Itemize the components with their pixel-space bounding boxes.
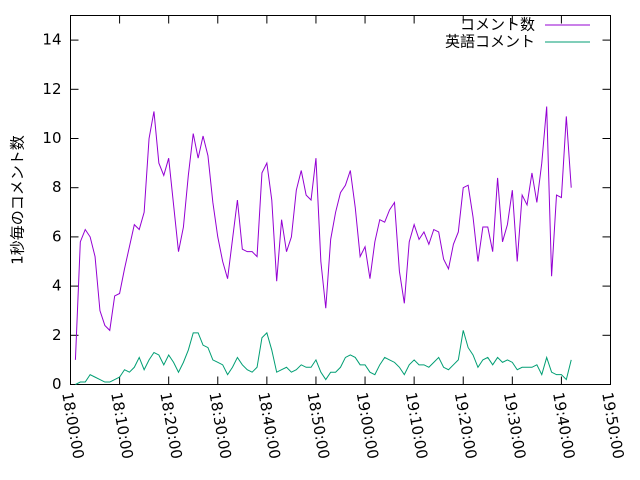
- x-tick-label: 19:20:00: [451, 391, 480, 460]
- y-tick-label: 2: [52, 326, 62, 344]
- x-tick-label: 18:40:00: [254, 391, 283, 460]
- x-tick-label: 19:00:00: [353, 391, 382, 460]
- legend-label: 英語コメント: [445, 33, 535, 51]
- x-tick-label: 18:20:00: [156, 391, 185, 460]
- y-axis-label: 1秒毎のコメント数: [9, 135, 27, 265]
- y-tick-label: 6: [52, 227, 62, 245]
- x-tick-label: 19:10:00: [402, 391, 431, 460]
- series-line: [75, 330, 572, 385]
- legend-label: コメント数: [460, 16, 535, 34]
- y-tick-label: 0: [52, 375, 62, 393]
- x-tick-label: 19:30:00: [500, 391, 529, 460]
- series-line: [74, 106, 572, 360]
- plot-border: [70, 15, 611, 385]
- y-tick-label: 8: [52, 178, 62, 196]
- y-tick-label: 12: [42, 80, 61, 98]
- x-tick-label: 18:00:00: [58, 391, 87, 460]
- x-tick-label: 18:30:00: [205, 391, 234, 460]
- y-tick-label: 4: [52, 277, 62, 295]
- y-tick-label: 14: [42, 31, 61, 49]
- x-tick-label: 18:50:00: [304, 391, 333, 460]
- x-tick-label: 19:40:00: [549, 391, 578, 460]
- x-tick-label: 18:10:00: [107, 391, 136, 460]
- x-tick-label: 19:50:00: [598, 391, 627, 460]
- y-tick-label: 10: [42, 129, 61, 147]
